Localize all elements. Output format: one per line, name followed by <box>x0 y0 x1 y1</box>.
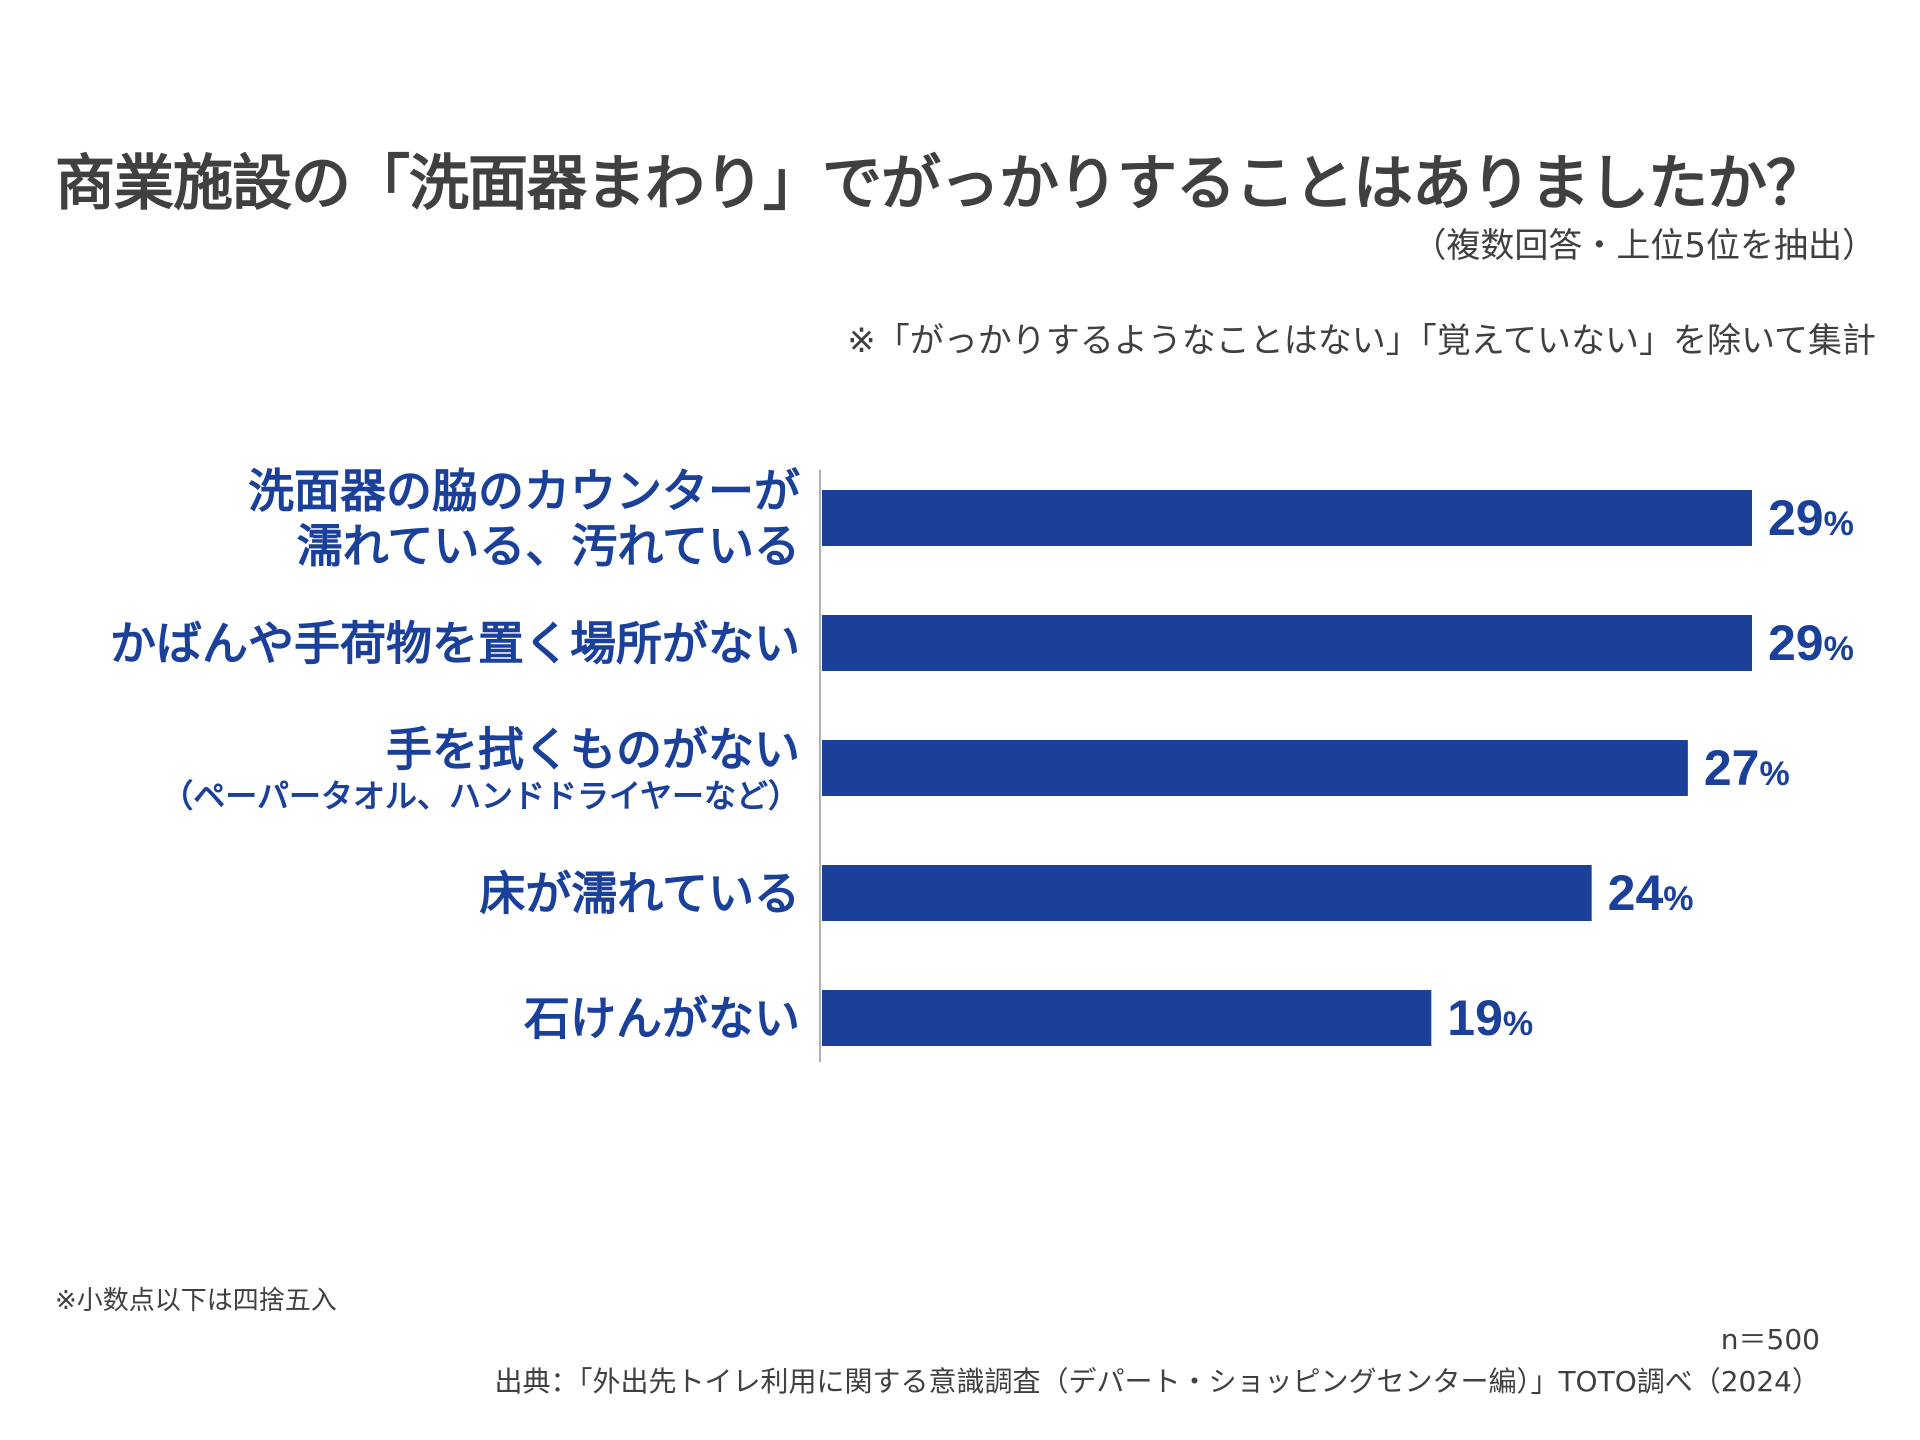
bar-5 <box>822 990 1432 1046</box>
bar-2 <box>822 615 1752 671</box>
rounding-note: ※小数点以下は四捨五入 <box>55 1286 337 1316</box>
category-label-line: 床が濡れている <box>479 867 800 921</box>
sample-size: n＝500 <box>1720 1323 1820 1356</box>
category-label-3: 手を拭くものがない（ペーパータオル、ハンドドライヤーなど） <box>161 722 800 815</box>
category-label-5: 石けんがない <box>524 992 800 1046</box>
category-label-line: （ペーパータオル、ハンドドライヤーなど） <box>161 777 800 815</box>
category-label-line: 濡れている、汚れている <box>297 519 800 573</box>
chart-subtitle: （複数回答・上位5位を抽出） <box>1412 226 1876 266</box>
category-label-4: 床が濡れている <box>479 867 800 921</box>
chart-title: 商業施設の「洗面器まわり」でがっかりすることはありましたか？ <box>55 149 1826 219</box>
value-label-4: 24% <box>1608 865 1694 921</box>
category-label-line: 石けんがない <box>524 992 800 1046</box>
bar-3 <box>822 740 1688 796</box>
exclusion-note: ※「がっかりするようなことはない」「覚えていない」を除いて集計 <box>847 321 1876 361</box>
category-label-2: かばんや手荷物を置く場所がない <box>110 617 800 671</box>
category-label-line: 手を拭くものがない <box>386 722 800 776</box>
source-citation: 出典：「外出先トイレ利用に関する意識調査（デパート・ショッピングセンター編）」T… <box>494 1365 1820 1398</box>
category-label-line: かばんや手荷物を置く場所がない <box>110 617 800 671</box>
value-label-2: 29% <box>1768 615 1854 671</box>
value-label-5: 19% <box>1447 990 1533 1046</box>
category-label-line: 洗面器の脇のカウンターが <box>248 464 800 518</box>
value-label-1: 29% <box>1768 490 1854 546</box>
bar-4 <box>822 865 1592 921</box>
value-label-3: 27% <box>1704 740 1790 796</box>
bar-1 <box>822 490 1752 546</box>
